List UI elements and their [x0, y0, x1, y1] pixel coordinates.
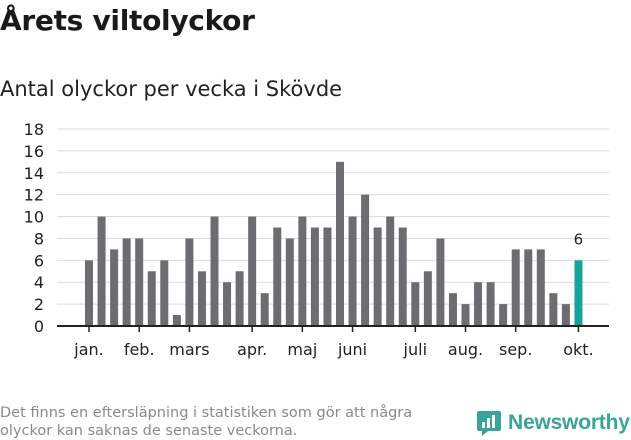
x-tick-label: aug.: [448, 340, 483, 359]
bar: [549, 293, 558, 326]
bar: [398, 227, 407, 326]
x-tick-label: jan.: [73, 340, 103, 359]
bar: [448, 293, 457, 326]
bar: [511, 249, 520, 326]
y-tick-label: 6: [34, 251, 44, 270]
bar: [298, 216, 307, 326]
bar: [110, 249, 119, 326]
bar: [260, 293, 269, 326]
bar: [561, 304, 570, 326]
bar: [310, 227, 319, 326]
bar: [223, 282, 232, 326]
x-tick-label: sep.: [499, 340, 532, 359]
brand-logo[interactable]: Newsworthy: [476, 409, 630, 437]
bar: [160, 260, 169, 326]
brand-name: Newsworthy: [508, 411, 630, 434]
bar: [373, 227, 382, 326]
newsworthy-logo-icon: [477, 411, 501, 436]
bar: [336, 161, 344, 326]
bar: [386, 216, 395, 326]
bar: [499, 304, 508, 326]
x-tick-label: mars: [169, 340, 209, 359]
y-tick-label: 2: [34, 295, 44, 314]
bar: [486, 282, 495, 326]
y-tick-label: 8: [34, 229, 44, 248]
bar: [524, 249, 533, 326]
y-tick-label: 16: [24, 142, 44, 161]
bar: [423, 271, 432, 326]
bar-chart: 0 2 4 6 8 10 12 14 16 18 6 jan. feb. mars apr. maj juni j…: [24, 120, 609, 359]
bar: [411, 282, 420, 326]
y-tick-label: 18: [24, 120, 44, 139]
bar: [172, 315, 181, 326]
bar: [147, 271, 156, 326]
data-label: 6: [574, 230, 584, 248]
bar: [323, 227, 332, 326]
x-tick-label: feb.: [124, 340, 155, 359]
bar: [273, 227, 282, 326]
bar: [85, 260, 93, 326]
bar: [210, 216, 219, 326]
x-tick-label: juni: [337, 340, 367, 359]
y-tick-label: 12: [24, 186, 44, 205]
bar: [197, 271, 206, 326]
chart-subtitle: Antal olyckor per vecka i Skövde: [0, 77, 343, 101]
y-tick-label: 4: [34, 273, 44, 292]
bar-highlight: [574, 260, 583, 326]
bar: [361, 194, 370, 326]
bar: [122, 238, 131, 326]
footnote: Det finns en eftersläpning i statistiken…: [0, 405, 413, 439]
bar: [461, 304, 470, 326]
bar: [436, 238, 445, 326]
bar: [348, 216, 357, 326]
bar: [474, 282, 483, 326]
chart-title: Årets viltolyckor: [0, 4, 255, 37]
bar: [248, 216, 257, 326]
bar: [185, 238, 194, 326]
bar: [536, 249, 545, 326]
x-tick-label: juli: [403, 340, 427, 359]
bar: [235, 271, 244, 326]
bar: [285, 238, 294, 326]
y-tick-label: 14: [24, 164, 44, 183]
y-tick-label: 0: [34, 317, 44, 336]
x-tick-label: apr.: [237, 340, 267, 359]
x-tick-label: maj: [287, 340, 317, 359]
bar: [97, 216, 106, 326]
y-tick-label: 10: [24, 208, 44, 227]
bar: [135, 238, 144, 326]
x-tick-label: okt.: [563, 340, 593, 359]
